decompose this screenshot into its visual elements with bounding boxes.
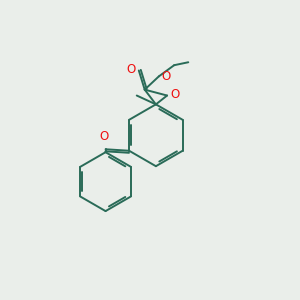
Text: O: O	[100, 130, 109, 143]
Text: O: O	[126, 63, 135, 76]
Text: O: O	[171, 88, 180, 101]
Text: O: O	[162, 70, 171, 83]
